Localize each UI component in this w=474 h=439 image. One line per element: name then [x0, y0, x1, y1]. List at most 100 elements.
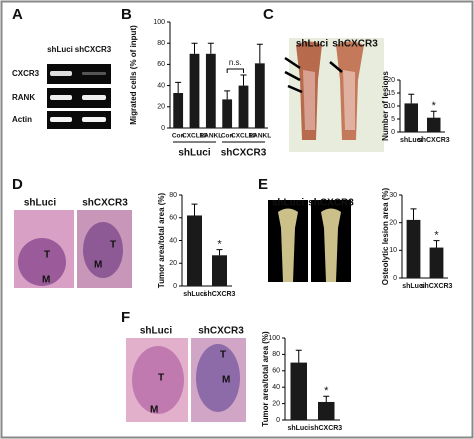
gel-image — [47, 64, 111, 129]
gel-row-label: CXCR3 — [12, 69, 40, 78]
bar — [173, 93, 184, 128]
y-tick-label: 0 — [276, 417, 280, 424]
bar — [429, 247, 444, 278]
bar — [189, 53, 200, 128]
image-label: M — [42, 275, 50, 286]
image-label: M — [94, 260, 102, 271]
y-axis-label: Number of lesions — [381, 71, 390, 141]
significance-mark: * — [217, 239, 222, 251]
error-bar — [430, 110, 437, 118]
y-tick-label: 0 — [391, 129, 395, 136]
image-label: M — [222, 375, 230, 386]
gel-column-label: shLuci — [47, 45, 73, 54]
y-tick-label: 20 — [389, 220, 397, 227]
bar — [238, 85, 249, 128]
error-bar — [175, 81, 182, 94]
significance-mark: * — [434, 230, 439, 242]
image-label: T — [110, 240, 116, 251]
y-tick-label: 60 — [157, 61, 165, 68]
image-label: T — [158, 373, 164, 384]
gel-column-label: shCXCR3 — [75, 45, 112, 54]
y-tick-label: 20 — [157, 104, 165, 111]
image-label: shLuci — [140, 326, 172, 337]
group-label: shLuci — [178, 148, 210, 159]
panel-label: A — [12, 6, 23, 23]
y-tick-label: 40 — [157, 82, 165, 89]
image-label: shCXCR3 — [308, 198, 354, 209]
x-tick-label: shCXCR3 — [418, 137, 450, 144]
y-tick-label: 0 — [161, 125, 165, 132]
gel-row-label: Actin — [12, 115, 32, 124]
y-tick-label: 100 — [268, 335, 280, 342]
image-label: T — [220, 350, 226, 361]
y-tick-label: 0 — [173, 283, 177, 290]
error-bar — [191, 42, 198, 54]
x-tick-label: shLuci — [287, 425, 310, 432]
bar — [318, 401, 335, 420]
histology-image — [14, 210, 132, 288]
error-bar — [433, 240, 440, 248]
image-label: shLuci — [272, 198, 304, 209]
image-label: M — [150, 405, 158, 416]
x-tick-label: RANKL — [248, 133, 271, 140]
bar — [212, 255, 227, 286]
x-tick-label: CXCL10 — [231, 133, 256, 140]
y-tick-label: 0 — [393, 275, 397, 282]
image-label: shCXCR3 — [82, 198, 128, 209]
y-tick-label: 15 — [387, 90, 395, 97]
panel-label: E — [258, 176, 268, 193]
y-tick-label: 20 — [387, 77, 395, 84]
y-tick-label: 60 — [272, 368, 280, 375]
y-axis-label: Migrated cells (% of input) — [129, 25, 138, 125]
y-tick-label: 80 — [272, 351, 280, 358]
bar — [222, 99, 233, 128]
x-tick-label: shLuci — [400, 137, 423, 144]
significance-mark: * — [432, 100, 437, 112]
y-tick-label: 20 — [169, 260, 177, 267]
x-tick-label: Con — [172, 133, 185, 140]
image-label: T — [44, 250, 50, 261]
bone-photo — [284, 38, 384, 152]
y-tick-label: 5 — [391, 116, 395, 123]
bar — [406, 219, 421, 278]
x-tick-label: shCXCR3 — [421, 283, 453, 290]
y-tick-label: 100 — [153, 19, 165, 26]
image-label: shCXCR3 — [332, 39, 378, 50]
y-tick-label: 80 — [157, 40, 165, 47]
bar — [254, 63, 265, 129]
y-tick-label: 40 — [272, 384, 280, 391]
x-tick-label: CXCL10 — [182, 133, 207, 140]
error-bar — [224, 90, 231, 100]
annotation: n.s. — [229, 58, 242, 67]
image-label: shLuci — [24, 198, 56, 209]
image-label: shLuci — [296, 39, 328, 50]
error-bar — [295, 349, 302, 363]
y-tick-label: 20 — [272, 400, 280, 407]
bar — [427, 117, 441, 132]
y-axis-label: Osteolytic lesion area (%) — [381, 187, 390, 285]
x-tick-label: RANKL — [199, 133, 222, 140]
error-bar — [410, 208, 417, 220]
panel-label: F — [121, 309, 130, 326]
panel-label: D — [12, 176, 23, 193]
bar — [290, 362, 307, 420]
micro-ct-image — [268, 200, 351, 282]
y-tick-label: 10 — [387, 103, 395, 110]
gel-row-label: RANK — [12, 93, 35, 102]
significance-mark: * — [324, 385, 329, 397]
error-bar — [216, 249, 223, 256]
x-tick-label: Con — [221, 133, 234, 140]
x-tick-label: shCXCR3 — [310, 425, 342, 432]
y-axis-label: Tumor area/total area (%) — [157, 192, 166, 288]
x-tick-label: shLuci — [183, 291, 206, 298]
y-tick-label: 60 — [169, 215, 177, 222]
error-bar — [256, 43, 263, 64]
group-label: shCXCR3 — [221, 148, 267, 159]
y-tick-label: 40 — [169, 237, 177, 244]
error-bar — [408, 93, 415, 104]
error-bar — [207, 42, 214, 54]
error-bar — [191, 203, 198, 216]
x-tick-label: shLuci — [402, 283, 425, 290]
y-tick-label: 10 — [389, 247, 397, 254]
